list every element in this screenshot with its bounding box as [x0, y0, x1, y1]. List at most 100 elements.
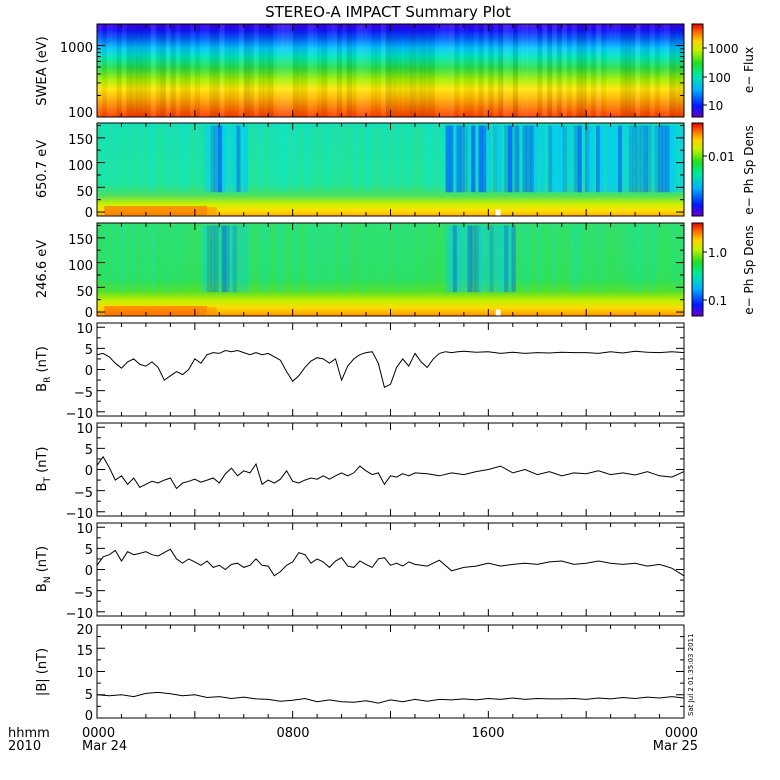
bt-ytick-label-5: 5 [85, 443, 93, 458]
swea-variation-layer [97, 24, 685, 117]
pad650-column [500, 125, 505, 193]
pad650-column [306, 125, 311, 193]
swea-stripe [116, 24, 122, 117]
pad650-column [185, 125, 190, 193]
swea-stripe [600, 24, 607, 117]
pad246-column [115, 225, 120, 293]
pad246-column [280, 225, 285, 293]
pad650-column [665, 125, 670, 193]
pad246-column [610, 225, 615, 293]
x-tick-label-0800: 0800 [276, 726, 309, 741]
pad650-column [181, 125, 186, 193]
swea-stripe [414, 24, 421, 117]
pad246-column [584, 225, 590, 293]
pad650-column [97, 125, 102, 193]
swea-stripe [517, 24, 524, 117]
pad246-column [632, 225, 637, 293]
br-ylabel: BR (nT) [35, 346, 53, 392]
bmag-panel: 0 5 10 15 20 |B| (nT) Sat Jul 2 01:35:03… [35, 623, 695, 724]
pad650-column [562, 125, 568, 193]
pad246-column [405, 225, 410, 293]
swea-stripe [542, 24, 548, 117]
swea-stripe [121, 24, 127, 117]
swea-stripe [478, 24, 484, 117]
pad246-column [126, 225, 131, 293]
pad650-column [339, 125, 344, 193]
pad246-column [423, 225, 428, 293]
swea-yticks [96, 23, 685, 118]
pad650-column [111, 125, 116, 193]
swea-ylabel: SWEA (eV) [35, 36, 50, 105]
pad246-column [335, 225, 340, 293]
swea-stripe [458, 24, 465, 117]
bn-ytick-label-neg10: −10 [66, 607, 93, 622]
br-ytick-label-10: 10 [76, 322, 93, 337]
pad650-column [295, 125, 300, 193]
pad246-column [284, 225, 289, 293]
pad650-column [680, 125, 685, 193]
swea-stripe [400, 24, 406, 117]
swea-stripe [635, 24, 641, 117]
pad650-column [507, 125, 513, 193]
pad650-column [661, 125, 667, 193]
swea-stripe [473, 24, 480, 117]
pad650-column [192, 125, 197, 193]
swea-stripe [620, 24, 626, 117]
bt-ytick-label-10: 10 [76, 422, 93, 437]
pad246-column [390, 225, 395, 293]
bn-ytick-label-0: 0 [85, 564, 93, 579]
pad650-ytick-label-0: 0 [85, 206, 93, 221]
swea-stripe [214, 24, 220, 117]
pad246-ytick-label-150: 150 [68, 233, 93, 248]
swea-stripe [336, 24, 343, 117]
swea-stripe [507, 24, 514, 117]
swea-stripe [141, 24, 147, 117]
pad246-column [441, 225, 447, 293]
pad650-column [434, 125, 439, 193]
pad650-column [614, 125, 619, 193]
pad246-column [460, 225, 465, 293]
swea-stripe [625, 24, 631, 117]
swea-stripe [101, 24, 108, 117]
pad246-column [540, 225, 546, 293]
bt-ytick-label-neg10: −10 [66, 507, 93, 522]
pad650-column [401, 125, 406, 193]
bmag-series-line [96, 691, 685, 704]
timestamp-stamp: Sat Jul 2 01:35:03 2011 [687, 633, 695, 716]
swea-stripe [224, 24, 230, 117]
pad246-column [203, 225, 208, 293]
swea-stripe [307, 24, 313, 117]
pad246-column [221, 225, 227, 293]
pad650-column [225, 125, 230, 193]
pad246-column [603, 225, 608, 293]
pad650-column [643, 125, 648, 193]
bn-series-line [96, 548, 685, 577]
pad650-column [463, 125, 469, 193]
pad246-column [445, 225, 450, 293]
pad246-column [353, 225, 359, 293]
pad650-column [555, 125, 560, 193]
pad650-column [518, 125, 524, 193]
swea-stripe [370, 24, 377, 117]
pad246-column [669, 225, 674, 293]
pad650-column [273, 125, 278, 193]
pad246-column [364, 225, 370, 293]
pad650-column [617, 125, 623, 193]
swea-stripe [547, 24, 553, 117]
pad650-column [595, 125, 601, 193]
pad246-column [273, 225, 278, 293]
pad246-column [104, 225, 109, 293]
pad246-ytick-label-100: 100 [68, 259, 93, 274]
pad246-column [515, 225, 520, 293]
pad650-ytick-label-150: 150 [68, 133, 93, 148]
pad246-column [504, 225, 509, 293]
pad650-column [456, 125, 461, 193]
pad650-column [240, 125, 245, 193]
pad650-column [236, 125, 241, 193]
pad246-column [522, 225, 527, 293]
pad246-column [500, 225, 505, 293]
pad246-column [265, 225, 271, 293]
pad650-column [100, 125, 105, 193]
pad650-column [214, 125, 219, 193]
